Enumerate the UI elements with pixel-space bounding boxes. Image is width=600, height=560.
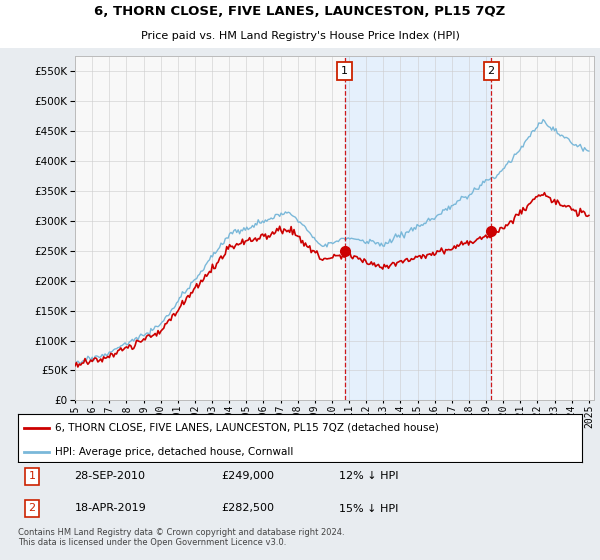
Text: 6, THORN CLOSE, FIVE LANES, LAUNCESTON, PL15 7QZ: 6, THORN CLOSE, FIVE LANES, LAUNCESTON, … [94,6,506,18]
Text: 6, THORN CLOSE, FIVE LANES, LAUNCESTON, PL15 7QZ (detached house): 6, THORN CLOSE, FIVE LANES, LAUNCESTON, … [55,423,439,433]
Text: 2: 2 [487,66,494,76]
Text: Price paid vs. HM Land Registry's House Price Index (HPI): Price paid vs. HM Land Registry's House … [140,31,460,41]
Text: Contains HM Land Registry data © Crown copyright and database right 2024.
This d: Contains HM Land Registry data © Crown c… [18,528,344,547]
Text: £249,000: £249,000 [221,472,274,482]
Text: 12% ↓ HPI: 12% ↓ HPI [340,472,399,482]
Text: 2: 2 [29,503,35,514]
Text: HPI: Average price, detached house, Cornwall: HPI: Average price, detached house, Corn… [55,446,293,456]
Bar [345,56,491,400]
Text: 1: 1 [341,66,348,76]
Text: 1: 1 [29,472,35,482]
Text: 15% ↓ HPI: 15% ↓ HPI [340,503,399,514]
Text: 28-SEP-2010: 28-SEP-2010 [74,472,145,482]
Text: £282,500: £282,500 [221,503,274,514]
Text: 18-APR-2019: 18-APR-2019 [74,503,146,514]
